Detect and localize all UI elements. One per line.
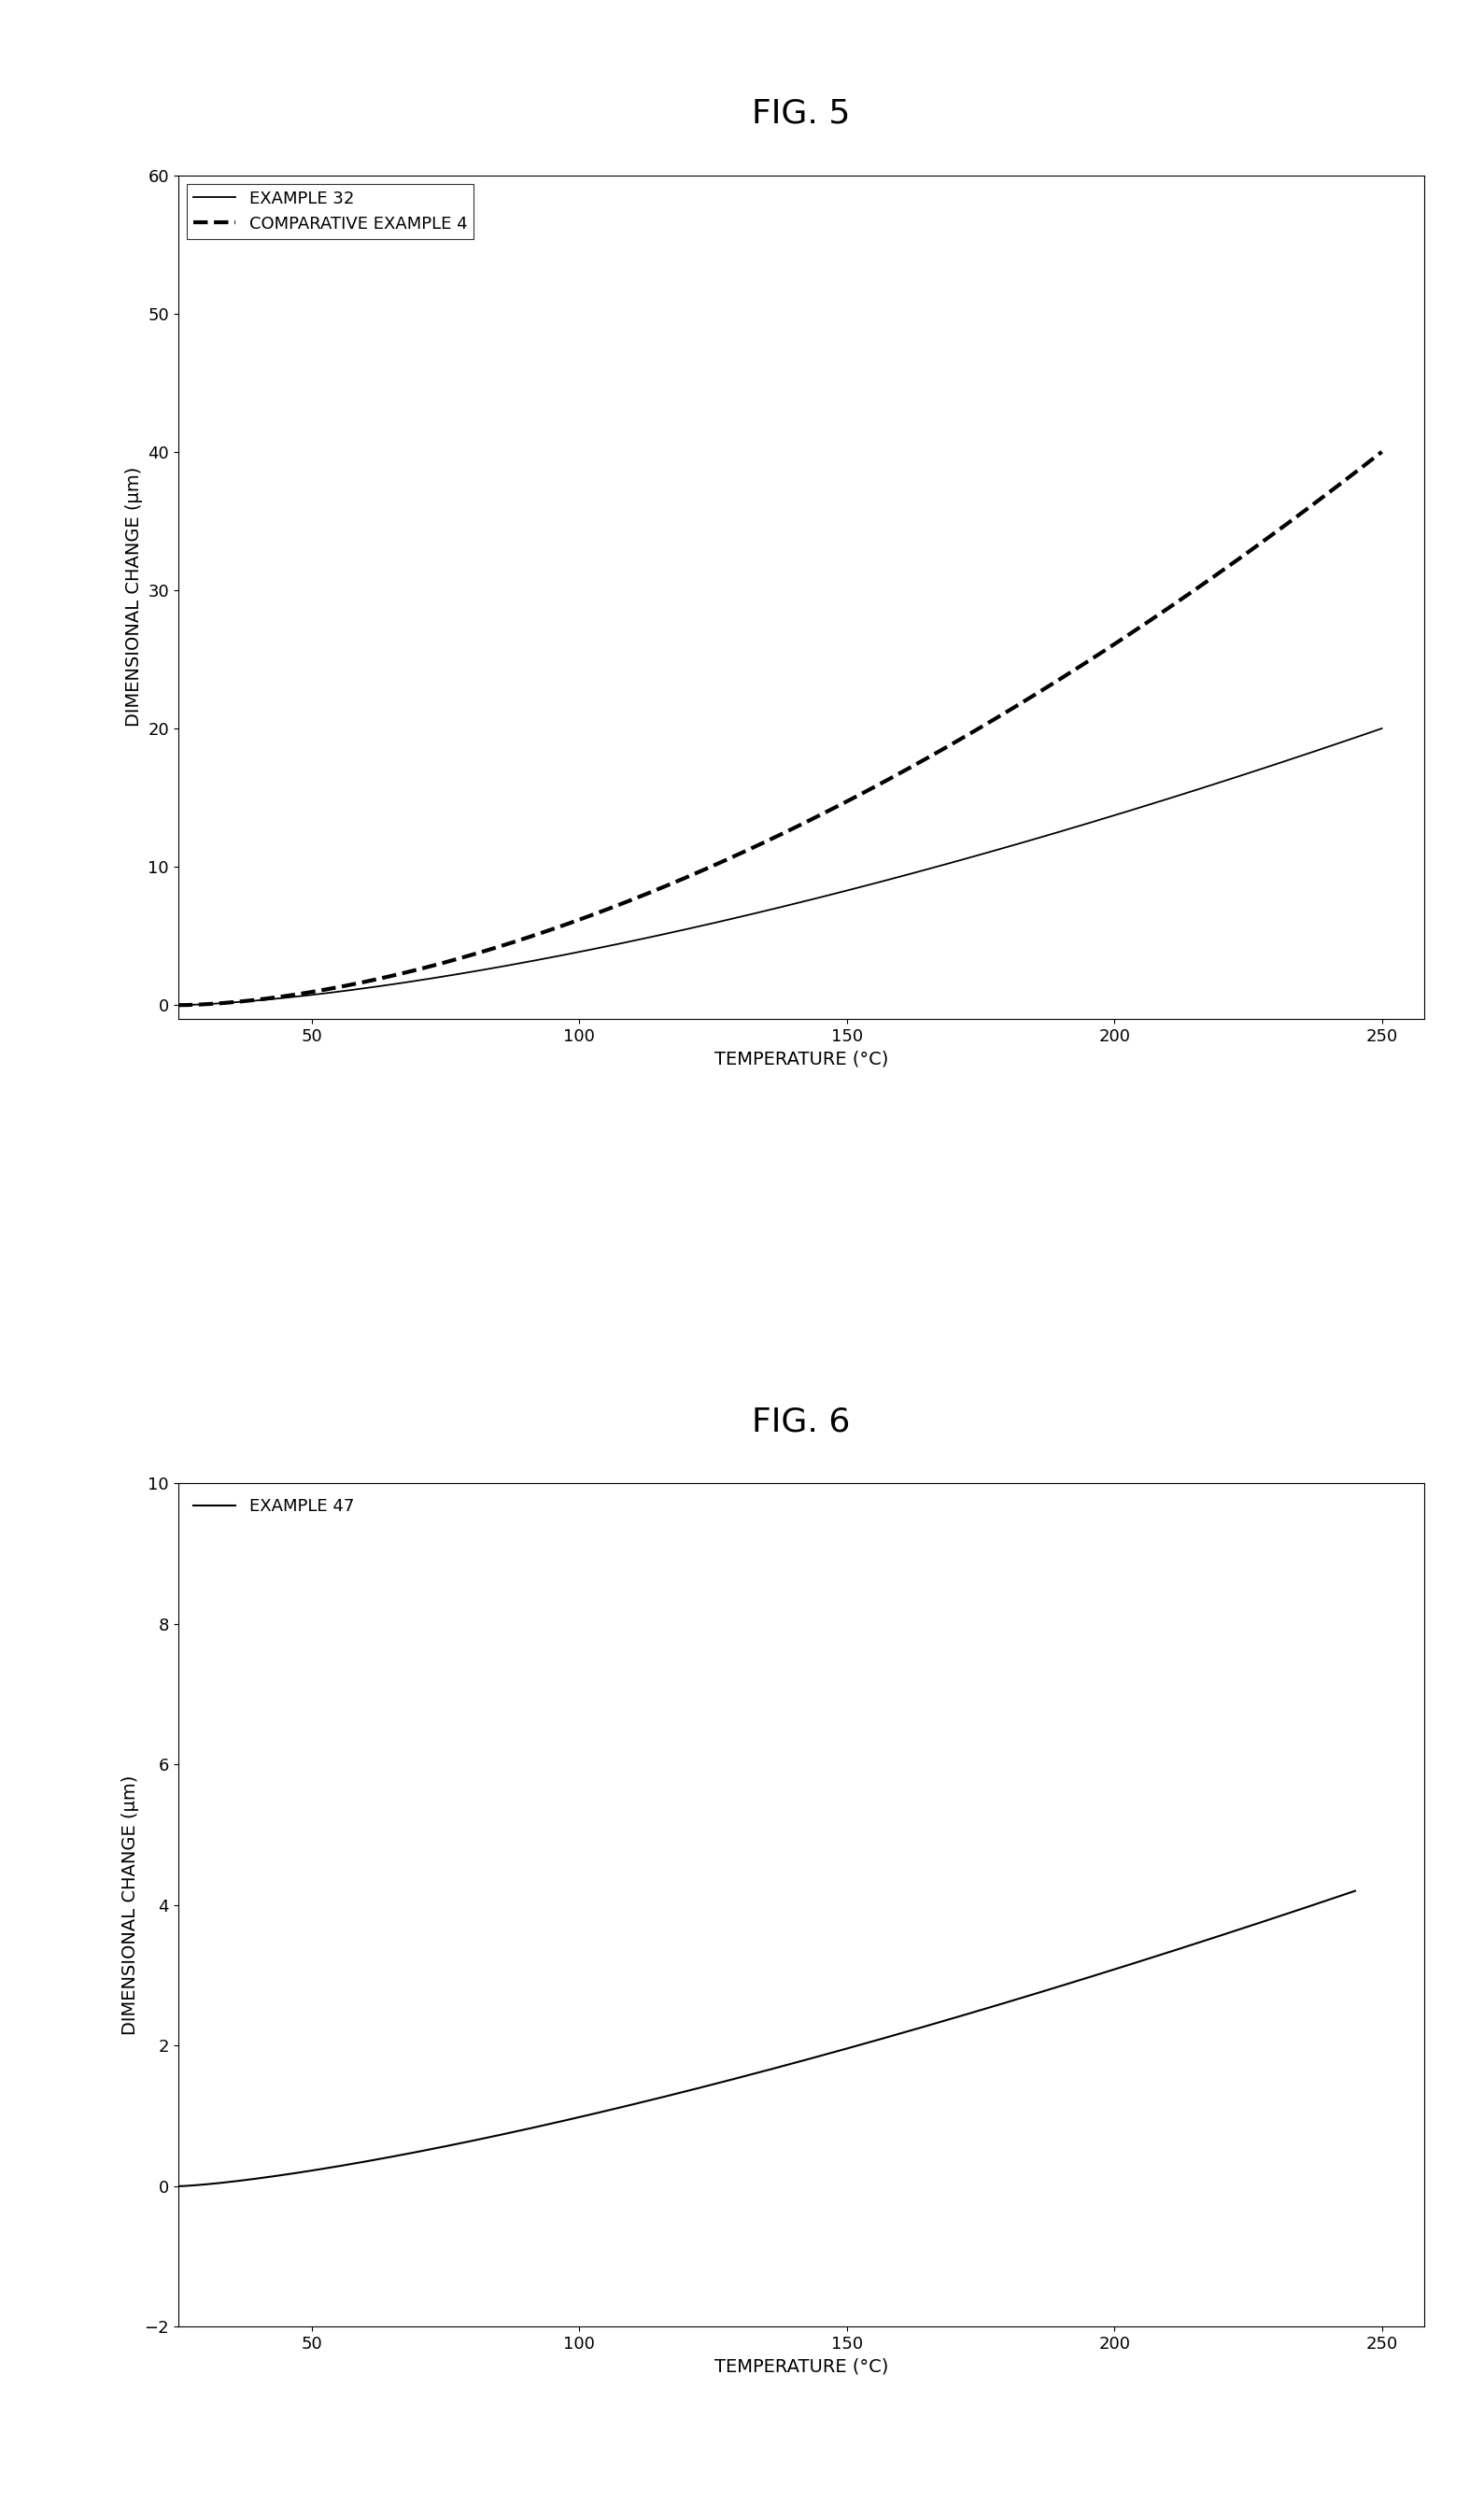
COMPARATIVE EXAMPLE 4 xyxy=(1156,595,1174,626)
EXAMPLE 32 xyxy=(821,881,838,911)
EXAMPLE 47 xyxy=(1134,1947,1152,1977)
COMPARATIVE EXAMPLE 4 xyxy=(741,833,758,863)
Y-axis label: DIMENSIONAL CHANGE (μm): DIMENSIONAL CHANGE (μm) xyxy=(125,468,142,728)
EXAMPLE 47 xyxy=(870,2024,887,2054)
EXAMPLE 32 xyxy=(748,898,766,928)
COMPARATIVE EXAMPLE 4 xyxy=(169,991,187,1021)
COMPARATIVE EXAMPLE 4 xyxy=(1345,460,1362,490)
Title: FIG. 5: FIG. 5 xyxy=(752,98,850,130)
EXAMPLE 47 xyxy=(1318,1887,1336,1917)
EXAMPLE 47 xyxy=(169,2172,187,2202)
COMPARATIVE EXAMPLE 4 xyxy=(886,761,904,791)
Line: EXAMPLE 47: EXAMPLE 47 xyxy=(178,1892,1355,2187)
EXAMPLE 32 xyxy=(886,863,904,893)
EXAMPLE 47 xyxy=(1346,1876,1364,1907)
Legend: EXAMPLE 47: EXAMPLE 47 xyxy=(187,1491,361,1521)
Title: FIG. 6: FIG. 6 xyxy=(752,1406,850,1439)
Line: COMPARATIVE EXAMPLE 4: COMPARATIVE EXAMPLE 4 xyxy=(178,453,1382,1006)
EXAMPLE 32 xyxy=(1156,786,1174,816)
X-axis label: TEMPERATURE (°C): TEMPERATURE (°C) xyxy=(714,1051,889,1068)
Y-axis label: DIMENSIONAL CHANGE (μm): DIMENSIONAL CHANGE (μm) xyxy=(122,1774,139,2034)
Line: EXAMPLE 32: EXAMPLE 32 xyxy=(178,728,1382,1006)
X-axis label: TEMPERATURE (°C): TEMPERATURE (°C) xyxy=(714,2357,889,2377)
EXAMPLE 47 xyxy=(729,2064,746,2094)
EXAMPLE 47 xyxy=(735,2062,752,2092)
COMPARATIVE EXAMPLE 4 xyxy=(1373,438,1391,468)
EXAMPLE 32 xyxy=(741,901,758,931)
COMPARATIVE EXAMPLE 4 xyxy=(748,831,766,861)
Legend: EXAMPLE 32, COMPARATIVE EXAMPLE 4: EXAMPLE 32, COMPARATIVE EXAMPLE 4 xyxy=(187,183,473,240)
EXAMPLE 47 xyxy=(806,2042,824,2072)
EXAMPLE 32 xyxy=(1345,723,1362,753)
COMPARATIVE EXAMPLE 4 xyxy=(821,796,838,826)
EXAMPLE 32 xyxy=(1373,713,1391,743)
EXAMPLE 32 xyxy=(169,991,187,1021)
